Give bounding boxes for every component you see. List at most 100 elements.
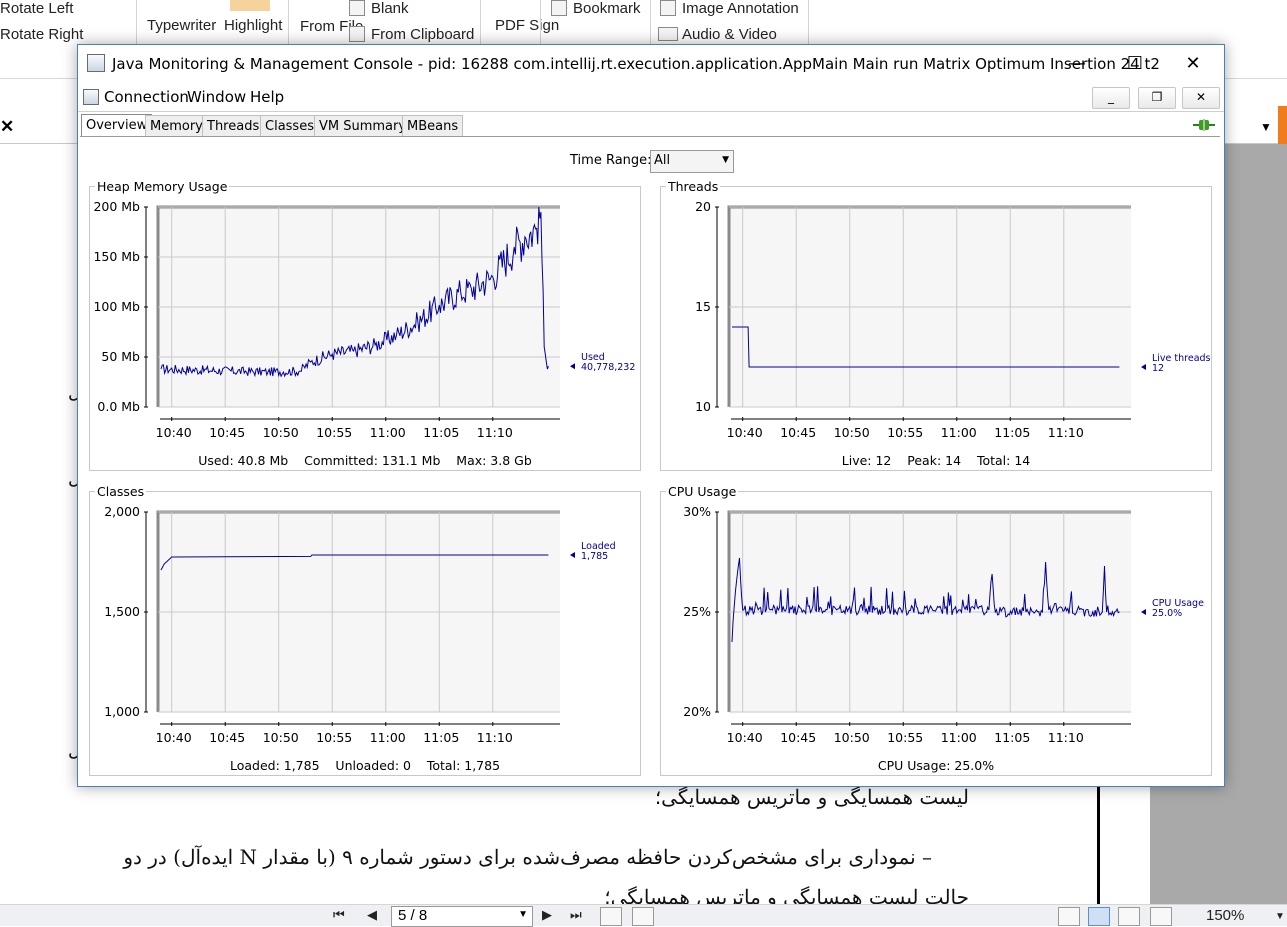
- x-tick-label: 10:55: [887, 730, 923, 745]
- close-icon[interactable]: ✕: [1185, 53, 1201, 74]
- document-rule: [1097, 780, 1100, 905]
- last-page-icon[interactable]: ⏭: [570, 907, 582, 922]
- x-tick-label: 11:00: [941, 730, 977, 745]
- document-text-line: – نموداری برای مشخص‌کردن حافظه مصرف‌شده …: [123, 845, 932, 869]
- pdf-sign-button[interactable]: PDF Sign: [495, 17, 560, 34]
- legend-value: 40,778,232: [581, 362, 635, 373]
- x-tick-label: 11:10: [477, 730, 513, 745]
- chevron-down-icon: ▼: [518, 909, 528, 920]
- classes-panel: Classes 10:40 10:45 10:50 10:55 11:00 11:05 11…: [89, 484, 641, 776]
- bookmark-button[interactable]: Bookmark: [573, 0, 641, 17]
- minimize-icon[interactable]: —: [1068, 53, 1086, 74]
- next-page-icon[interactable]: ▶: [542, 907, 552, 922]
- x-tick-label: 11:10: [477, 425, 513, 440]
- x-tick-label: 11:05: [423, 425, 459, 440]
- x-tick-label: 10:55: [316, 730, 352, 745]
- time-range-label: Time Range:: [570, 153, 652, 168]
- tab-threads[interactable]: Threads: [202, 115, 265, 137]
- tab-strip: Overview Memory Threads Classes VM Summa…: [78, 113, 1224, 137]
- typewriter-button[interactable]: Typewriter: [147, 17, 217, 34]
- x-tick-label: 10:45: [780, 425, 816, 440]
- x-tick-label: 10:40: [727, 730, 763, 745]
- threads-panel: Threads 10:40 10:45 10:50 10:55 11:00 11:05 11…: [660, 179, 1212, 471]
- x-tick-label: 11:00: [370, 730, 406, 745]
- cpu-usage-chart: 10:40 10:45 10:50 10:55 11:00 11:05 11:10 30% 25…: [683, 504, 1204, 745]
- y-tick-label: 1,500: [104, 604, 140, 619]
- heap-memory-chart: 10:40 10:45 10:50 10:55 11:00 11:05 11:10 200 M…: [93, 199, 635, 440]
- java-cup-icon: [83, 89, 99, 105]
- x-tick-label: 11:05: [423, 730, 459, 745]
- connection-status-icon: [1193, 119, 1215, 131]
- legend-marker: [1141, 609, 1146, 615]
- chart-title: Threads: [666, 179, 721, 194]
- continuous-view-icon[interactable]: [1088, 907, 1110, 926]
- tab-mbeans[interactable]: MBeans: [402, 115, 464, 137]
- x-tick-label: 11:00: [941, 425, 977, 440]
- y-tick-label: 50 Mb: [101, 349, 140, 364]
- window-title: Java Monitoring & Management Console - p…: [112, 55, 1160, 73]
- x-tick-label: 10:55: [887, 425, 923, 440]
- page-number-value: 5 / 8: [398, 907, 428, 924]
- y-tick-label: 10: [695, 399, 711, 414]
- tab-list-dropdown-icon[interactable]: ▼: [1260, 120, 1272, 134]
- tab-memory[interactable]: Memory: [145, 115, 208, 137]
- rotate-left-button[interactable]: Rotate Left: [0, 0, 74, 17]
- time-range-value: All: [654, 153, 671, 168]
- chart-title: Classes: [95, 484, 147, 499]
- audio-video-button[interactable]: Audio & Video: [682, 26, 777, 43]
- chart-title: Heap Memory Usage: [95, 179, 230, 194]
- close-tab-icon[interactable]: ✕: [0, 117, 15, 136]
- zoom-dropdown-icon[interactable]: ▼: [1275, 911, 1285, 922]
- chart-info: Loaded: 1,785 Unloaded: 0 Total: 1,785: [229, 758, 501, 773]
- menu-bar: Connection Window Help _ ❐ ✕: [78, 85, 1224, 112]
- tab-classes[interactable]: Classes: [260, 115, 319, 137]
- tab-vm-summary[interactable]: VM Summary: [314, 115, 412, 137]
- zoom-level[interactable]: 150%: [1206, 907, 1245, 924]
- continuous-facing-view-icon[interactable]: [1150, 907, 1172, 926]
- heap-memory-panel: Heap Memory Usage 10:40 10:45 10:50 10:55 11…: [89, 179, 641, 471]
- menu-window[interactable]: Window: [187, 88, 247, 106]
- previous-view-icon[interactable]: [600, 907, 622, 926]
- ribbon-divider: [540, 0, 541, 76]
- first-page-icon[interactable]: ⏮: [333, 907, 345, 922]
- inner-close-icon[interactable]: ✕: [1182, 87, 1220, 109]
- next-view-icon[interactable]: [632, 907, 654, 926]
- menu-help[interactable]: Help: [250, 88, 285, 106]
- legend-marker: [570, 552, 575, 558]
- chart-title: CPU Usage: [666, 484, 739, 499]
- ribbon-divider: [480, 0, 481, 76]
- classes-chart: 10:40 10:45 10:50 10:55 11:00 11:05 11:10 2,000…: [104, 504, 615, 745]
- single-page-view-icon[interactable]: [1058, 907, 1080, 926]
- inner-restore-icon[interactable]: ❐: [1138, 87, 1176, 109]
- overview-panel: Time Range: All ▼ Heap Memory Usage 10:4…: [80, 136, 1220, 782]
- highlight-button[interactable]: Highlight: [224, 17, 283, 34]
- y-tick-label: 20: [695, 199, 711, 214]
- previous-page-icon[interactable]: ◀: [367, 907, 377, 922]
- legend-marker: [570, 363, 575, 370]
- x-tick-label: 10:45: [209, 730, 245, 745]
- status-bar: ⏮ ◀ 5 / 8 ▼ ▶ ⏭ 150% ▼: [0, 904, 1287, 927]
- x-tick-label: 11:05: [994, 730, 1030, 745]
- legend-value: 1,785: [581, 551, 608, 562]
- image-annotation-button[interactable]: Image Annotation: [682, 0, 799, 17]
- blank-page-icon: [349, 0, 365, 16]
- x-tick-label: 10:55: [316, 425, 352, 440]
- x-tick-label: 11:05: [994, 425, 1030, 440]
- page-number-field[interactable]: 5 / 8 ▼: [391, 906, 533, 927]
- maximize-icon[interactable]: ☐: [1126, 53, 1144, 74]
- legend-label: Used: [581, 352, 605, 363]
- title-bar[interactable]: Java Monitoring & Management Console - p…: [78, 45, 1224, 83]
- x-tick-label: 10:50: [263, 425, 299, 440]
- from-file-button[interactable]: From File: [300, 18, 364, 35]
- blank-button[interactable]: Blank: [371, 0, 409, 17]
- tab-overview[interactable]: Overview: [81, 114, 153, 137]
- from-clipboard-button[interactable]: From Clipboard: [371, 26, 475, 43]
- film-icon: [658, 27, 678, 41]
- menu-connection[interactable]: Connection: [104, 88, 189, 106]
- inner-minimize-icon[interactable]: _: [1092, 87, 1130, 109]
- rotate-right-button[interactable]: Rotate Right: [0, 26, 84, 43]
- facing-view-icon[interactable]: [1118, 907, 1140, 926]
- x-tick-label: 11:00: [370, 425, 406, 440]
- highlight-icon: [230, 0, 270, 11]
- time-range-select[interactable]: All ▼: [650, 150, 734, 173]
